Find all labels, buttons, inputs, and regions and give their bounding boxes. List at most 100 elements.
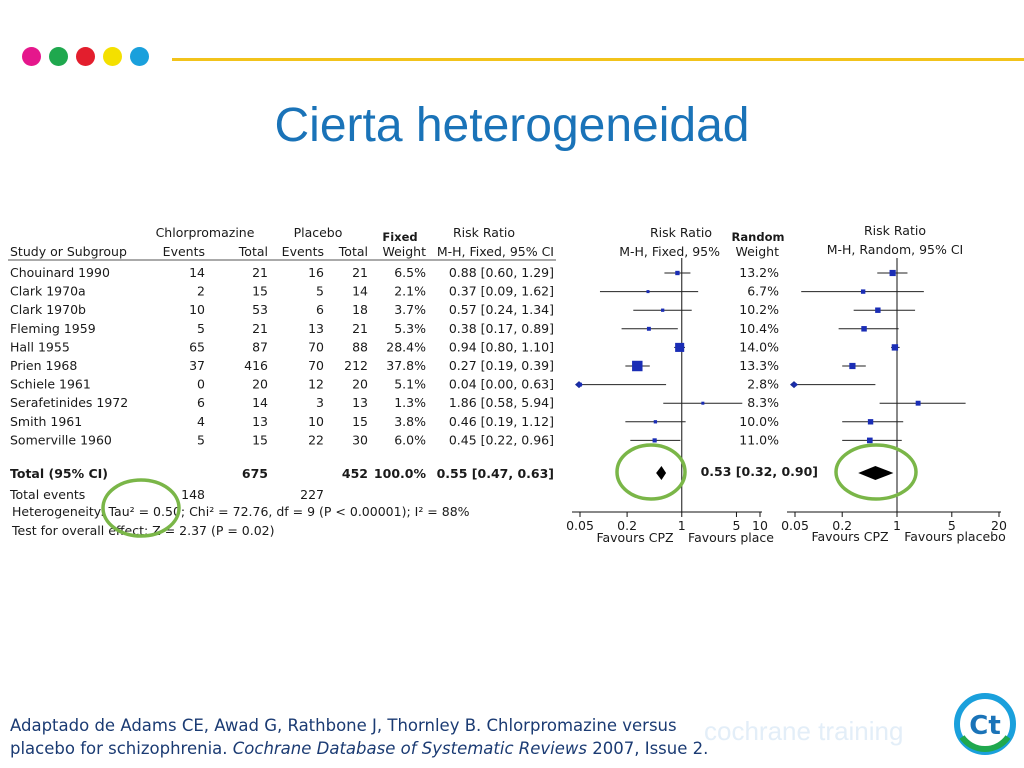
fixed-tick-label: 10 [752,518,768,533]
logo-ring-accent [959,735,1011,752]
cell-study: Chouinard 1990 [10,265,110,280]
cell-pl-total: 15 [352,414,368,429]
cell-random-weight: 11.0% [739,432,779,447]
random-point [889,269,896,277]
cell-rr-fixed: 1.86 [0.58, 5.94] [449,395,554,410]
table-rows: Chouinard 1990 14 21 16 21 6.5% 0.88 [0.60, 1.… [10,265,779,447]
annotation-circle-fixed-total [615,443,687,501]
cell-fixed-weight: 6.5% [394,265,426,280]
total-events-label: Total events [9,487,85,502]
total-rr-fixed: 0.55 [0.47, 0.63] [437,466,554,481]
cell-cpz-events: 10 [189,302,205,317]
cell-fixed-weight: 5.1% [394,377,426,392]
cell-cpz-events: 37 [189,358,205,373]
cell-cpz-total: 21 [252,265,268,280]
cell-cpz-events: 4 [197,414,205,429]
fixed-point [675,270,680,276]
random-point [793,383,797,387]
dot-green [49,47,68,66]
slide-title: Cierta heterogeneidad [274,99,750,152]
total-label: Total (95% CI) [10,466,108,481]
cell-random-weight: 8.3% [747,395,779,410]
random-tick-label: 5 [948,518,956,533]
cell-pl-total: 21 [352,265,368,280]
cell-fixed-weight: 28.4% [386,339,426,354]
dot-red [76,47,95,66]
fixed-plot-title: Risk Ratio [650,225,712,240]
random-favours-right: Favours placebo [904,529,1006,544]
total-pl: 452 [342,466,368,481]
cell-cpz-events: 6 [197,395,205,410]
random-tick-label: 1 [893,518,901,533]
cochrane-logo-icon: Ct [954,693,1016,755]
cell-pl-total: 13 [352,395,368,410]
fixed-tick-label: 5 [732,518,740,533]
heterogeneity-text: Heterogeneity: Tau² = 0.50; Chi² = 72.76… [12,504,470,519]
cell-rr-fixed: 0.46 [0.19, 1.12] [449,414,554,429]
cell-random-weight: 6.7% [747,284,779,299]
cell-fixed-weight: 37.8% [386,358,426,373]
dot-magenta [22,47,41,66]
header-risk-ratio: Risk Ratio [453,225,515,240]
annotation-circle-tau [101,478,181,538]
total-fixed-weight: 100.0% [374,466,427,481]
cell-rr-fixed: 0.45 [0.22, 0.96] [449,432,554,447]
cell-pl-events: 70 [308,358,324,373]
header-random: Random [732,230,785,244]
cell-pl-events: 70 [308,339,324,354]
col-cpz-events: Events [163,244,205,259]
cell-cpz-total: 20 [252,377,268,392]
cell-fixed-weight: 2.1% [394,284,426,299]
cell-rr-fixed: 0.38 [0.17, 0.89] [449,321,554,336]
fixed-point [646,290,650,294]
random-favours-left: Favours CPZ [811,529,888,544]
random-point [860,289,866,294]
total-cpz: 675 [242,466,268,481]
col-pl-events: Events [282,244,324,259]
cell-pl-events: 5 [316,284,324,299]
random-tick-label: 20 [991,518,1007,533]
cell-pl-events: 13 [308,321,324,336]
cell-pl-events: 22 [308,432,324,447]
dot-yellow [103,47,122,66]
citation-line2-prefix: placebo for schizophrenia. [10,739,233,758]
cell-cpz-events: 0 [197,377,205,392]
col-cpz-total: Total [238,244,268,259]
cell-random-weight: 10.4% [739,321,779,336]
cell-pl-total: 18 [352,302,368,317]
citation: Adaptado de Adams CE, Awad G, Rathbone J… [10,714,710,760]
forest-plot: Chlorpromazine Placebo Fixed Risk Ratio … [8,223,1007,545]
cell-pl-total: 20 [352,377,368,392]
random-plot: Risk Ratio M-H, Random, 95% CI 0.05 0.2 1 5… [781,223,1007,544]
random-point [915,400,921,406]
fixed-pooled-diamond [656,466,667,480]
logo-letters: Ct [969,711,1001,741]
cell-cpz-events: 14 [189,265,205,280]
cell-pl-total: 30 [352,432,368,447]
random-plot-title: Risk Ratio [864,223,926,238]
cell-cpz-total: 21 [252,321,268,336]
fixed-plot-subtitle: M-H, Fixed, 95% [619,244,720,259]
cell-fixed-weight: 5.3% [394,321,426,336]
annotation-circle-random-total [834,443,918,501]
col-rr-fixed: M-H, Fixed, 95% CI [437,244,554,259]
cell-pl-events: 10 [308,414,324,429]
cell-study: Smith 1961 [10,414,82,429]
total-rr-random: 0.53 [0.32, 0.90] [701,464,818,479]
fixed-point [578,382,582,387]
dot-blue [130,47,149,66]
cell-study: Hall 1955 [10,339,70,354]
fixed-point [653,420,658,424]
cell-pl-events: 3 [316,395,324,410]
random-point [891,344,899,351]
random-point [875,307,881,313]
col-study: Study or Subgroup [10,244,127,259]
brand-text: cochrane training [704,716,904,746]
cell-rr-fixed: 0.94 [0.80, 1.10] [449,339,554,354]
fixed-tick-label: 0.05 [566,518,594,533]
random-plot-subtitle: M-H, Random, 95% CI [827,242,964,257]
fixed-plot: Risk Ratio M-H, Fixed, 95% 0.05 0.2 1 5 10 F… [566,225,774,545]
random-point [866,437,873,444]
cell-fixed-weight: 3.7% [394,302,426,317]
col-random-weight: Weight [735,244,779,259]
